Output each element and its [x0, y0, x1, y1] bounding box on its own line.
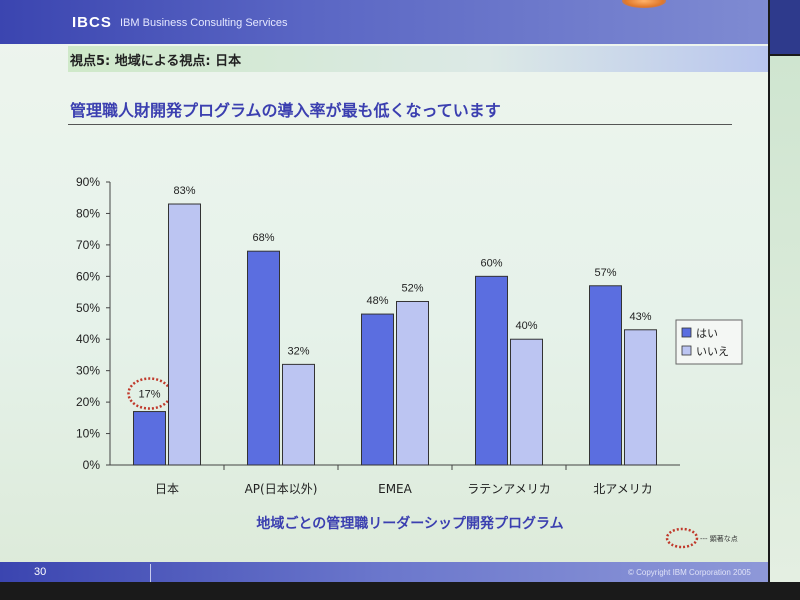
legend-label: いいえ	[696, 345, 729, 358]
y-tick-label: 90%	[76, 175, 100, 189]
y-tick-label: 10%	[76, 427, 100, 441]
data-label: 83%	[173, 185, 195, 197]
data-label: 40%	[515, 320, 537, 332]
data-label: 32%	[287, 345, 309, 357]
y-tick-label: 30%	[76, 364, 100, 378]
data-label: 48%	[366, 295, 388, 307]
copyright: © Copyright IBM Corporation 2005	[628, 568, 751, 577]
next-slide-header	[770, 0, 800, 54]
bar-no	[396, 300, 429, 466]
annotation-circle	[665, 527, 699, 549]
x-category-label: EMEA	[378, 482, 413, 496]
x-category-label: AP(日本以外)	[245, 482, 318, 496]
ibcs-logo: IBCS	[72, 14, 112, 31]
data-label: 60%	[480, 257, 502, 269]
bar-no	[282, 363, 315, 466]
y-tick-label: 60%	[76, 269, 100, 283]
page-number: 30	[34, 566, 47, 578]
bar-yes	[133, 411, 166, 466]
legend-swatch	[681, 345, 692, 356]
y-tick-label: 70%	[76, 238, 100, 252]
bar-yes	[247, 250, 280, 466]
footer-band	[0, 562, 768, 582]
x-category-label: ラテンアメリカ	[467, 482, 550, 496]
annotation-label: --- 顕著な点	[700, 534, 738, 543]
data-label: 17%	[138, 389, 160, 401]
y-tick-label: 80%	[76, 206, 100, 220]
title-rule	[68, 124, 732, 125]
next-slide-edge	[770, 56, 800, 582]
section-band	[68, 46, 768, 72]
main-title: 管理職人財開発プログラムの導入率が最も低くなっています	[70, 101, 501, 120]
company-name: IBM Business Consulting Services	[120, 17, 288, 29]
bar-no	[624, 329, 657, 466]
bar-chart: 0% 10% 20% 30% 40% 50% 60% 70% 80% 90% 日本 17% 83% AP(…	[76, 175, 743, 549]
footer-divider	[150, 564, 151, 582]
y-tick-label: 20%	[76, 395, 100, 409]
bar-yes	[361, 313, 394, 466]
x-category-label: 日本	[155, 482, 179, 496]
data-label: 57%	[594, 267, 616, 279]
bar-yes	[475, 275, 508, 466]
slide: IBCS IBM Business Consulting Services 視点…	[0, 0, 768, 582]
y-tick-label: 40%	[76, 332, 100, 346]
bar-no	[168, 203, 201, 466]
legend-box	[675, 319, 743, 365]
section-title: 視点5: 地域による視点: 日本	[70, 54, 242, 69]
bar-yes	[589, 285, 622, 466]
y-tick-label: 50%	[76, 301, 100, 315]
legend-label: はい	[696, 327, 718, 340]
bar-no	[510, 338, 543, 466]
y-tick-label: 0%	[83, 458, 101, 472]
legend-swatch	[681, 327, 692, 338]
data-label: 52%	[401, 282, 423, 294]
data-label: 68%	[252, 232, 274, 244]
data-label: 43%	[629, 311, 651, 323]
x-axis-title: 地域ごとの管理職リーダーシップ開発プログラム	[256, 515, 563, 532]
x-category-label: 北アメリカ	[593, 482, 652, 496]
ceiling-lamp	[622, 0, 666, 8]
